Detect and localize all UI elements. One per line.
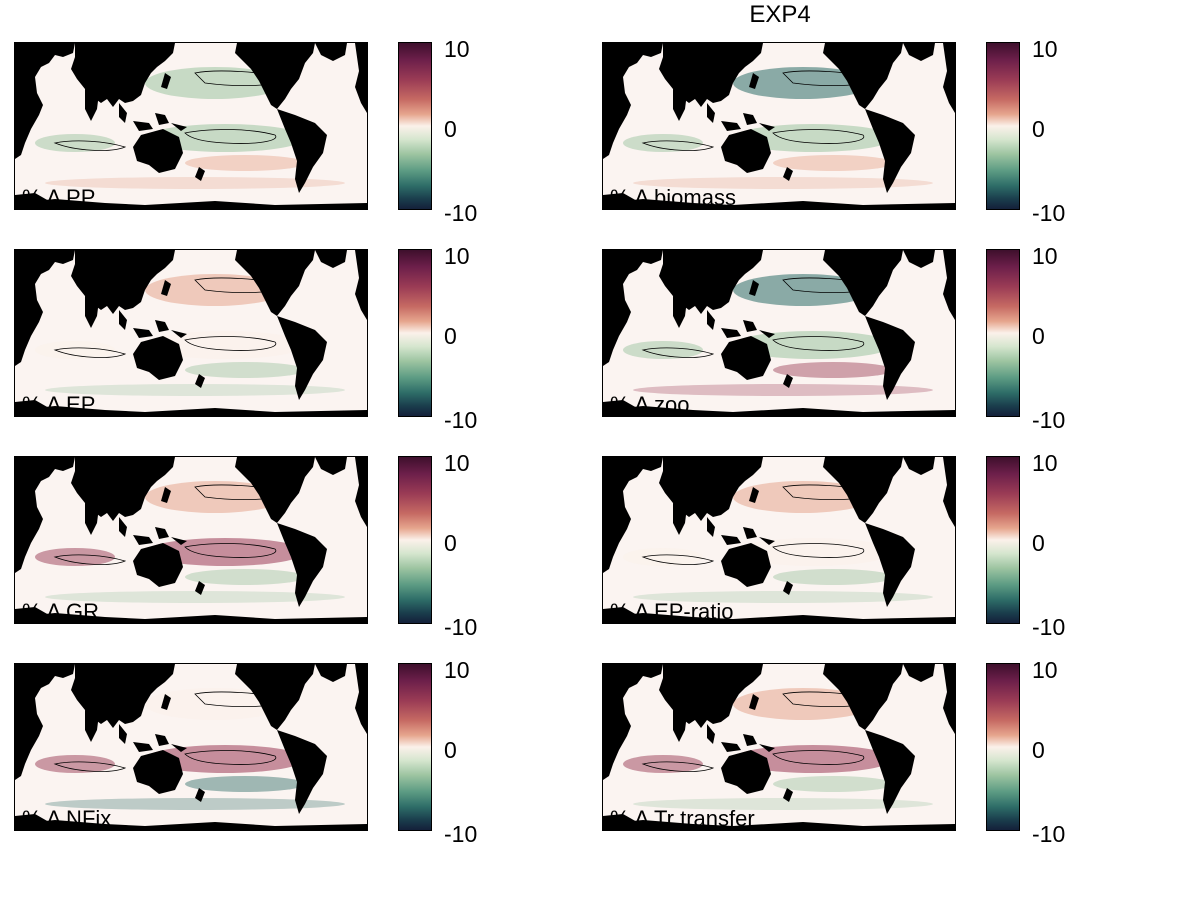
colorbar bbox=[398, 456, 432, 624]
colorbar-tick-label: 0 bbox=[1032, 116, 1045, 142]
map-svg bbox=[603, 457, 955, 623]
colorbar bbox=[398, 663, 432, 831]
colorbar-tick-label: 0 bbox=[1032, 737, 1045, 763]
map-panel: % Δ biomass bbox=[602, 42, 956, 210]
colorbar-tick-label: -10 bbox=[444, 407, 478, 433]
map-panel: % Δ EP bbox=[14, 249, 368, 417]
map-panel: % Δ Tr transfer bbox=[602, 663, 956, 831]
map-svg bbox=[15, 250, 367, 416]
colorbar-tick-label: 0 bbox=[1032, 530, 1045, 556]
map-panel: % Δ GR bbox=[14, 456, 368, 624]
colorbar-tick-label: 10 bbox=[1032, 450, 1058, 476]
map-svg bbox=[15, 664, 367, 830]
colorbar-tick-label: -10 bbox=[1032, 407, 1066, 433]
panel-label: % Δ biomass bbox=[610, 185, 736, 210]
map-svg bbox=[15, 43, 367, 209]
colorbar-tick-label: 0 bbox=[444, 323, 457, 349]
colorbar-tick-label: 10 bbox=[444, 243, 470, 269]
colorbar bbox=[986, 663, 1020, 831]
panel-label: % Δ EP bbox=[22, 392, 96, 417]
colorbar-tick-label: -10 bbox=[444, 614, 478, 640]
colorbar-tick-label: 10 bbox=[1032, 657, 1058, 683]
map-svg bbox=[15, 457, 367, 623]
colorbar-tick-label: 10 bbox=[1032, 243, 1058, 269]
map-panel: % Δ PP bbox=[14, 42, 368, 210]
colorbar bbox=[398, 42, 432, 210]
map-svg bbox=[603, 250, 955, 416]
colorbar-tick-label: 0 bbox=[444, 530, 457, 556]
panel-label: % Δ NFix bbox=[22, 806, 112, 831]
map-svg bbox=[603, 664, 955, 830]
map-panel: % Δ EP-ratio bbox=[602, 456, 956, 624]
colorbar bbox=[986, 42, 1020, 210]
colorbar-tick-label: -10 bbox=[1032, 614, 1066, 640]
colorbar bbox=[398, 249, 432, 417]
panel-label: % Δ PP bbox=[22, 185, 96, 210]
colorbar-tick-label: 0 bbox=[444, 116, 457, 142]
panel-label: % Δ EP-ratio bbox=[610, 599, 734, 624]
colorbar-tick-label: 10 bbox=[444, 657, 470, 683]
colorbar-tick-label: -10 bbox=[444, 200, 478, 226]
panel-label: % Δ GR bbox=[22, 599, 100, 624]
colorbar-tick-label: 10 bbox=[444, 450, 470, 476]
colorbar-tick-label: 10 bbox=[444, 36, 470, 62]
panel-label: % Δ zoo bbox=[610, 392, 690, 417]
map-svg bbox=[603, 43, 955, 209]
colorbar-tick-label: 10 bbox=[1032, 36, 1058, 62]
colorbar-tick-label: -10 bbox=[1032, 200, 1066, 226]
colorbar-tick-label: -10 bbox=[444, 821, 478, 847]
panel-label: % Δ Tr transfer bbox=[610, 806, 755, 831]
figure-title: EXP4 bbox=[749, 1, 811, 28]
map-panel: % Δ NFix bbox=[14, 663, 368, 831]
colorbar bbox=[986, 249, 1020, 417]
colorbar-tick-label: 0 bbox=[444, 737, 457, 763]
map-panel: % Δ zoo bbox=[602, 249, 956, 417]
colorbar-tick-label: -10 bbox=[1032, 821, 1066, 847]
colorbar-tick-label: 0 bbox=[1032, 323, 1045, 349]
colorbar bbox=[986, 456, 1020, 624]
